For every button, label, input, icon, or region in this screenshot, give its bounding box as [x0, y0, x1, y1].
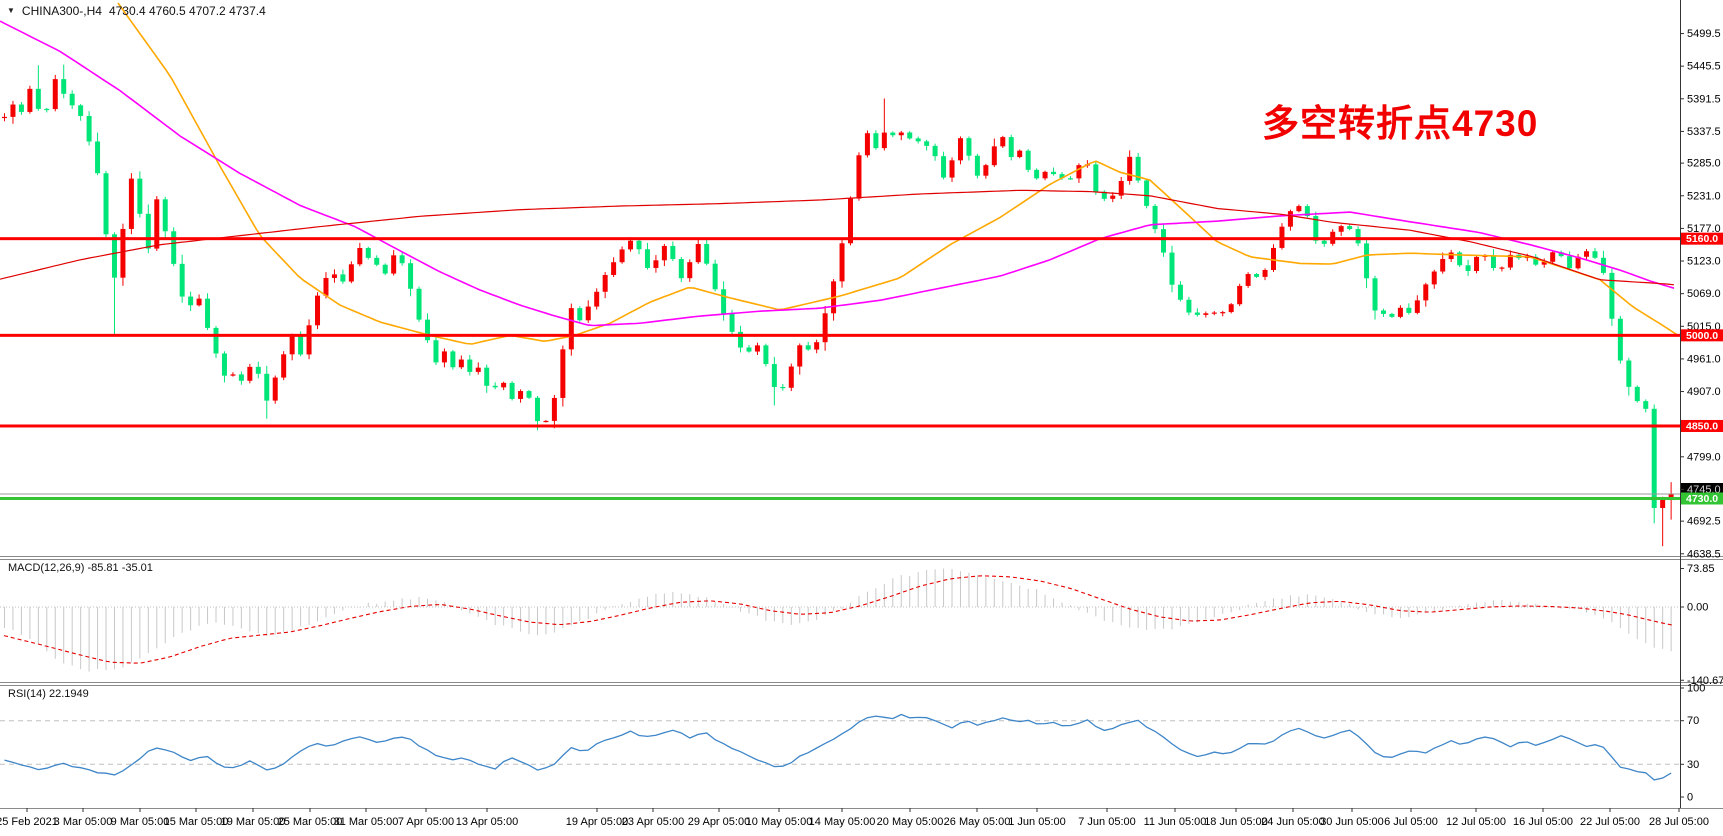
macd-indicator-label: MACD(12,26,9) -85.81 -35.01	[8, 562, 153, 574]
time-tick-label: 7 Apr 05:00	[398, 816, 454, 828]
annotation-text[interactable]: 多空转折点4730	[1262, 103, 1539, 144]
horizontal-levels[interactable]	[0, 237, 1680, 500]
price-tick-label: 5499.5	[1687, 28, 1721, 40]
time-tick-label: 13 Apr 05:00	[456, 816, 518, 828]
price-tick-label: 4638.5	[1687, 548, 1721, 560]
price-axis[interactable]: 5499.5 5445.5 5391.5 5337.5 5285.0 5231.0 5177…	[1680, 28, 1723, 560]
time-tick-label: 19 Apr 05:00	[566, 816, 628, 828]
time-tick-label: 28 Jul 05:00	[1649, 816, 1709, 828]
rsi-line	[4, 713, 1672, 781]
time-tick-label: 24 Jun 05:00	[1261, 816, 1325, 828]
price-level-box-4730.0: 4730.0	[1681, 492, 1723, 505]
time-tick-label: 25 Mar 05:00	[278, 816, 343, 828]
time-tick-label: 1 Jun 05:00	[1008, 816, 1066, 828]
bid-price-marker	[1681, 483, 1723, 494]
price-tick-label: 4692.5	[1687, 516, 1721, 528]
price-level-box-4850.0: 4850.0	[1681, 419, 1723, 432]
time-tick-label: 23 Apr 05:00	[622, 816, 684, 828]
time-tick-label: 7 Jun 05:00	[1078, 816, 1136, 828]
rsi-tick-label: 100	[1687, 683, 1705, 695]
hline-5160.0[interactable]	[0, 237, 1680, 241]
macd-tick-label: 0.00	[1687, 602, 1708, 614]
svg-text:5000.0: 5000.0	[1686, 330, 1718, 342]
price-level-box-5000.0: 5000.0	[1681, 329, 1723, 342]
price-tick-label: 5445.5	[1687, 61, 1721, 73]
svg-text:5160.0: 5160.0	[1686, 233, 1718, 245]
price-tick-label: 5391.5	[1687, 93, 1721, 105]
time-tick-label: 16 Jul 05:00	[1513, 816, 1573, 828]
symbol-timeframe-label: CHINA300-,H4	[21, 4, 102, 18]
hline-5000.0[interactable]	[0, 333, 1680, 337]
price-tick-label: 4907.0	[1687, 386, 1721, 398]
rsi-tick-label: 30	[1687, 759, 1699, 771]
moving-averages	[0, 2, 1679, 345]
time-tick-label: 14 May 05:00	[809, 816, 876, 828]
time-tick-label: 30 Jun 05:00	[1320, 816, 1384, 828]
time-tick-label: 22 Jul 05:00	[1580, 816, 1640, 828]
price-tick-label: 5069.0	[1687, 288, 1721, 300]
price-tick-label: 5177.0	[1687, 223, 1721, 235]
svg-text:4850.0: 4850.0	[1686, 420, 1718, 432]
price-tick-label: 5337.5	[1687, 126, 1721, 138]
time-tick-label: 20 May 05:00	[877, 816, 944, 828]
ma-mid-magenta-line	[0, 20, 1675, 327]
hline-4730.0[interactable]	[0, 496, 1680, 500]
time-tick-label: 12 Jul 05:00	[1446, 816, 1506, 828]
panel-borders	[0, 0, 1723, 809]
time-tick-label: 15 Mar 05:00	[164, 816, 229, 828]
symbol-ohlc-header: ▼ CHINA300-,H4 4730.4 4760.5 4707.2 4737…	[7, 4, 266, 18]
time-tick-label: 25 Feb 2021	[0, 816, 58, 828]
time-tick-label: 18 Jun 05:00	[1204, 816, 1268, 828]
rsi-tick-label: 0	[1687, 792, 1693, 804]
time-tick-label: 29 Apr 05:00	[688, 816, 750, 828]
macd-signal-line	[3, 575, 1673, 664]
time-tick-label: 19 Mar 05:00	[221, 816, 286, 828]
time-tick-label: 3 Mar 05:00	[54, 816, 113, 828]
ohlc-values: 4730.4 4760.5 4707.2 4737.4	[108, 4, 266, 18]
price-tick-label: 4961.0	[1687, 353, 1721, 365]
rsi-indicator-label: RSI(14) 22.1949	[8, 688, 89, 700]
time-tick-label: 31 Mar 05:00	[334, 816, 399, 828]
price-tick-label: 5123.0	[1687, 256, 1721, 268]
time-tick-label: 6 Jul 05:00	[1384, 816, 1438, 828]
price-tick-label: 5231.0	[1687, 190, 1721, 202]
price-level-box-5160.0: 5160.0	[1681, 232, 1723, 245]
time-tick-label: 11 Jun 05:00	[1144, 816, 1207, 828]
ma-fast-orange-line	[117, 2, 1679, 345]
svg-text:4730.0: 4730.0	[1686, 493, 1718, 505]
hline-4850.0[interactable]	[0, 424, 1680, 428]
price-tick-label: 4799.0	[1687, 451, 1721, 463]
price-tick-label: 5285.0	[1687, 158, 1721, 170]
time-tick-label: 9 Mar 05:00	[111, 816, 170, 828]
rsi-panel	[0, 713, 1680, 781]
macd-panel	[0, 568, 1680, 672]
time-tick-label: 10 May 05:00	[746, 816, 813, 828]
time-tick-label: 26 May 05:00	[944, 816, 1011, 828]
ma-slow-red-line	[0, 189, 1675, 286]
rsi-tick-label: 70	[1687, 715, 1699, 727]
macd-tick-label: 73.85	[1687, 563, 1715, 575]
symbol-dropdown-icon[interactable]: ▼	[7, 5, 15, 15]
macd-tick-label: -140.67	[1687, 675, 1723, 687]
